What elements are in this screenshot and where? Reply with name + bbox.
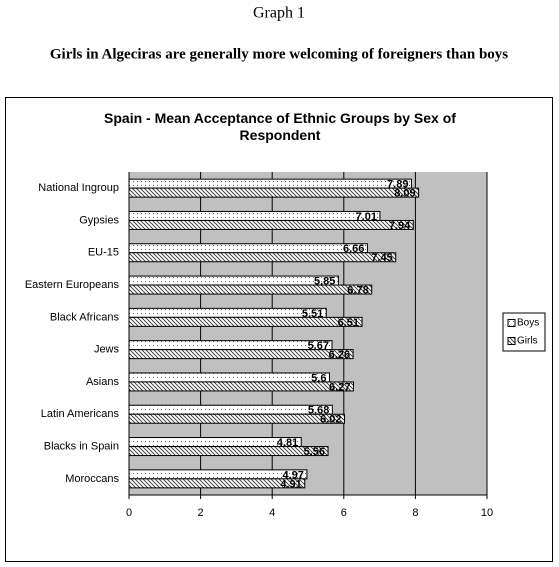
value-label: 6.78 <box>347 284 368 296</box>
bar <box>128 349 354 360</box>
bar <box>128 316 363 327</box>
y-tick-label: Black Africans <box>50 311 120 323</box>
y-tick-label: Gypsies <box>79 214 119 226</box>
y-tick-label: National Ingroup <box>38 182 119 194</box>
value-label: 7.94 <box>389 220 411 232</box>
y-tick-label: Eastern Europeans <box>25 279 120 291</box>
value-label: 4.97 <box>283 469 304 481</box>
bar <box>128 446 329 457</box>
x-tick-label: 2 <box>198 507 204 519</box>
value-label: 5.85 <box>314 275 335 287</box>
legend-swatch <box>507 337 516 345</box>
bar <box>128 210 381 221</box>
value-label: 7.45 <box>371 252 392 264</box>
value-label: 7.01 <box>356 211 377 223</box>
value-label: 4.91 <box>280 478 301 490</box>
x-tick-label: 6 <box>341 507 347 519</box>
bar <box>128 478 306 489</box>
bar <box>128 437 302 448</box>
bar <box>128 275 339 286</box>
value-label: 5.68 <box>308 405 329 417</box>
bar <box>128 404 333 415</box>
value-label: 5.56 <box>304 446 325 458</box>
y-tick-label: Latin Americans <box>41 408 120 420</box>
bar <box>128 413 346 424</box>
y-tick-label: Asians <box>86 376 120 388</box>
value-label: 6.26 <box>329 349 350 361</box>
x-tick-label: 0 <box>126 507 132 519</box>
chart-title-box: Spain - Mean Acceptance of Ethnic Groups… <box>104 110 456 143</box>
bar <box>128 340 333 351</box>
value-label: 8.09 <box>394 188 415 200</box>
value-label: 6.27 <box>329 381 350 393</box>
legend-label: Boys <box>517 318 539 329</box>
bar <box>128 243 368 254</box>
legend-label: Girls <box>517 336 538 347</box>
bar <box>128 219 414 230</box>
value-label: 5.51 <box>302 308 323 320</box>
value-label: 6.51 <box>338 317 359 329</box>
legend-swatch <box>507 319 516 327</box>
bar <box>128 178 412 189</box>
y-tick-label: Blacks in Spain <box>44 440 119 452</box>
bar <box>128 187 420 198</box>
graph-subtitle: Girls in Algeciras are generally more we… <box>50 46 508 62</box>
bar <box>128 284 373 295</box>
value-label: 5.67 <box>308 340 329 352</box>
value-label: 4.81 <box>277 437 298 449</box>
bar <box>128 252 397 263</box>
y-tick-label: Moroccans <box>65 473 119 485</box>
value-label: 6.02 <box>320 414 341 426</box>
chart-title: Spain - Mean Acceptance of Ethnic Groups… <box>104 110 456 143</box>
x-tick-label: 4 <box>269 507 275 519</box>
graph-label: Graph 1 <box>253 5 305 22</box>
bar <box>128 372 330 383</box>
value-label: 5.6 <box>311 372 326 384</box>
y-tick-label: EU-15 <box>88 247 119 259</box>
bar <box>128 307 327 318</box>
y-tick-label: Jews <box>94 344 120 356</box>
value-label: 6.66 <box>343 243 364 255</box>
value-label: 7.89 <box>387 179 408 191</box>
bar <box>128 381 354 392</box>
x-tick-label: 8 <box>412 507 418 519</box>
x-tick-label: 10 <box>481 507 493 519</box>
